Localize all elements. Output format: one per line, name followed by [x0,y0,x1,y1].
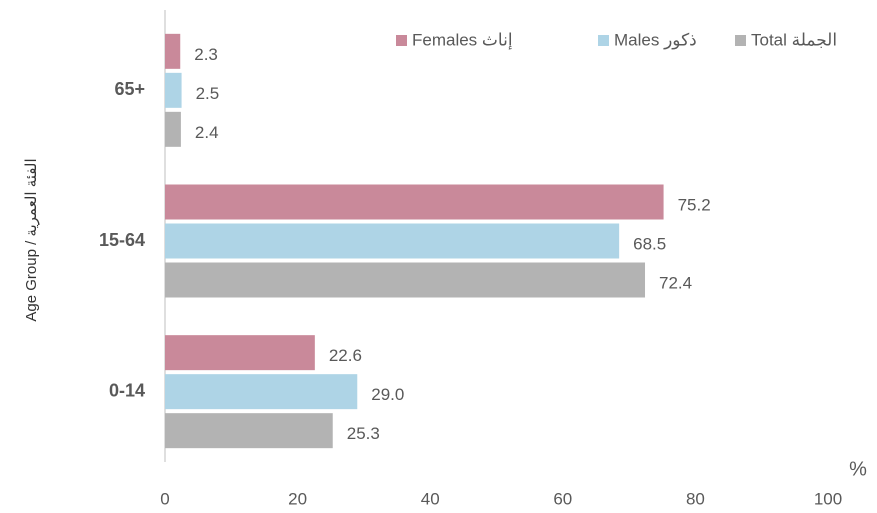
value-label: 25.3 [347,424,380,443]
x-tick-label: 20 [288,489,307,508]
legend-label: Males ذكور [614,30,697,49]
bar [165,111,181,147]
value-label: 75.2 [678,195,711,214]
x-tick-label: 0 [160,489,169,508]
y-tick-label: 15-64 [99,230,145,250]
x-tick-label: 40 [421,489,440,508]
y-tick-label: 0-14 [109,380,145,400]
bar [165,262,646,298]
y-tick-label: 65+ [114,79,145,99]
value-label: 29.0 [371,385,404,404]
value-label: 2.5 [196,84,220,103]
value-label: 68.5 [633,234,666,253]
x-unit: % [849,458,867,480]
bar [165,223,620,259]
y-axis-label: Age Group / الفئة العمرية [23,158,40,321]
legend-swatch [598,35,609,46]
x-tick-label: 60 [553,489,572,508]
value-label: 2.4 [195,123,219,142]
x-tick-label: 80 [686,489,705,508]
legend-label: Total الجملة [751,30,837,49]
bar [165,33,181,69]
value-label: 72.4 [659,273,692,292]
bar [165,413,333,449]
bar [165,335,315,371]
x-tick-label: 100 [814,489,842,508]
bar [165,72,182,108]
legend-label: Females إناث [412,30,513,49]
legend-swatch [735,35,746,46]
value-label: 2.3 [194,45,218,64]
bar [165,184,664,220]
bar [165,374,358,410]
legend-swatch [396,35,407,46]
value-label: 22.6 [329,346,362,365]
